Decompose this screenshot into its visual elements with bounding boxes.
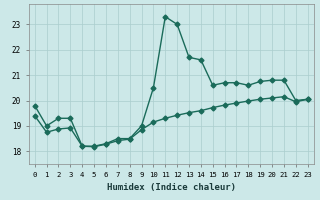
X-axis label: Humidex (Indice chaleur): Humidex (Indice chaleur) xyxy=(107,183,236,192)
